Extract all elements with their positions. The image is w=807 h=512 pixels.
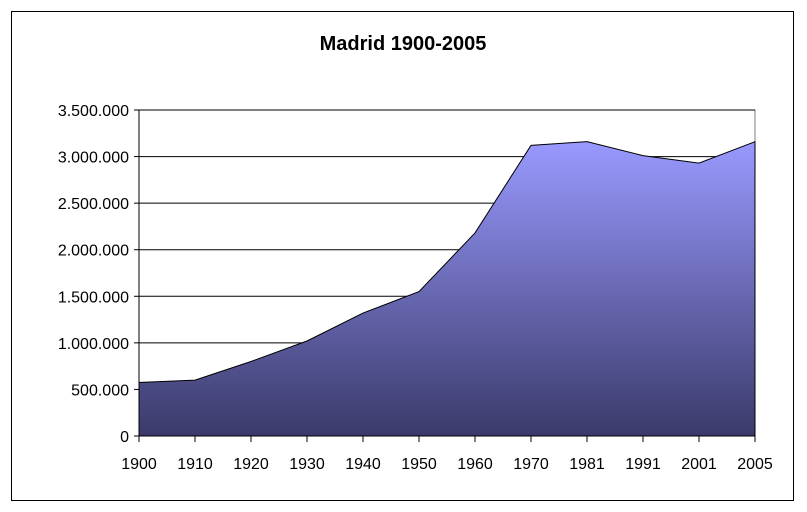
x-tick-label: 1900 (121, 456, 157, 473)
x-tick-label: 1981 (569, 456, 605, 473)
area-fill (138, 140, 756, 437)
area-series (138, 140, 756, 437)
y-tick-label: 2.500.000 (58, 196, 129, 213)
y-tick-label: 0 (120, 429, 129, 446)
x-tick-labels: 1900 1910 1920 1930 1940 1950 1960 1970 1981 1991… (121, 456, 773, 473)
axes (134, 109, 756, 442)
y-tick-label: 3.000.000 (58, 150, 129, 167)
chart-title: Madrid 1900-2005 (320, 33, 487, 55)
y-tick-label: 1.000.000 (58, 336, 129, 353)
y-tick-label: 2.000.000 (58, 243, 129, 260)
y-tick-label: 1.500.000 (58, 289, 129, 306)
y-tick-label: 3.500.000 (58, 103, 129, 120)
y-tick-labels: 0 500.000 1.000.000 1.500.000 2.000.000 2.500… (58, 103, 129, 446)
x-tick-label: 2005 (737, 456, 773, 473)
x-tick-label: 2001 (681, 456, 717, 473)
x-tick-label: 1970 (513, 456, 549, 473)
x-tick-label: 1930 (289, 456, 325, 473)
x-tick-label: 1940 (345, 456, 381, 473)
x-tick-label: 1920 (233, 456, 269, 473)
y-tick-label: 500.000 (71, 382, 129, 399)
x-tick-label: 1950 (401, 456, 437, 473)
x-tick-label: 1960 (457, 456, 493, 473)
x-tick-label: 1991 (625, 456, 661, 473)
x-tick-label: 1910 (177, 456, 213, 473)
